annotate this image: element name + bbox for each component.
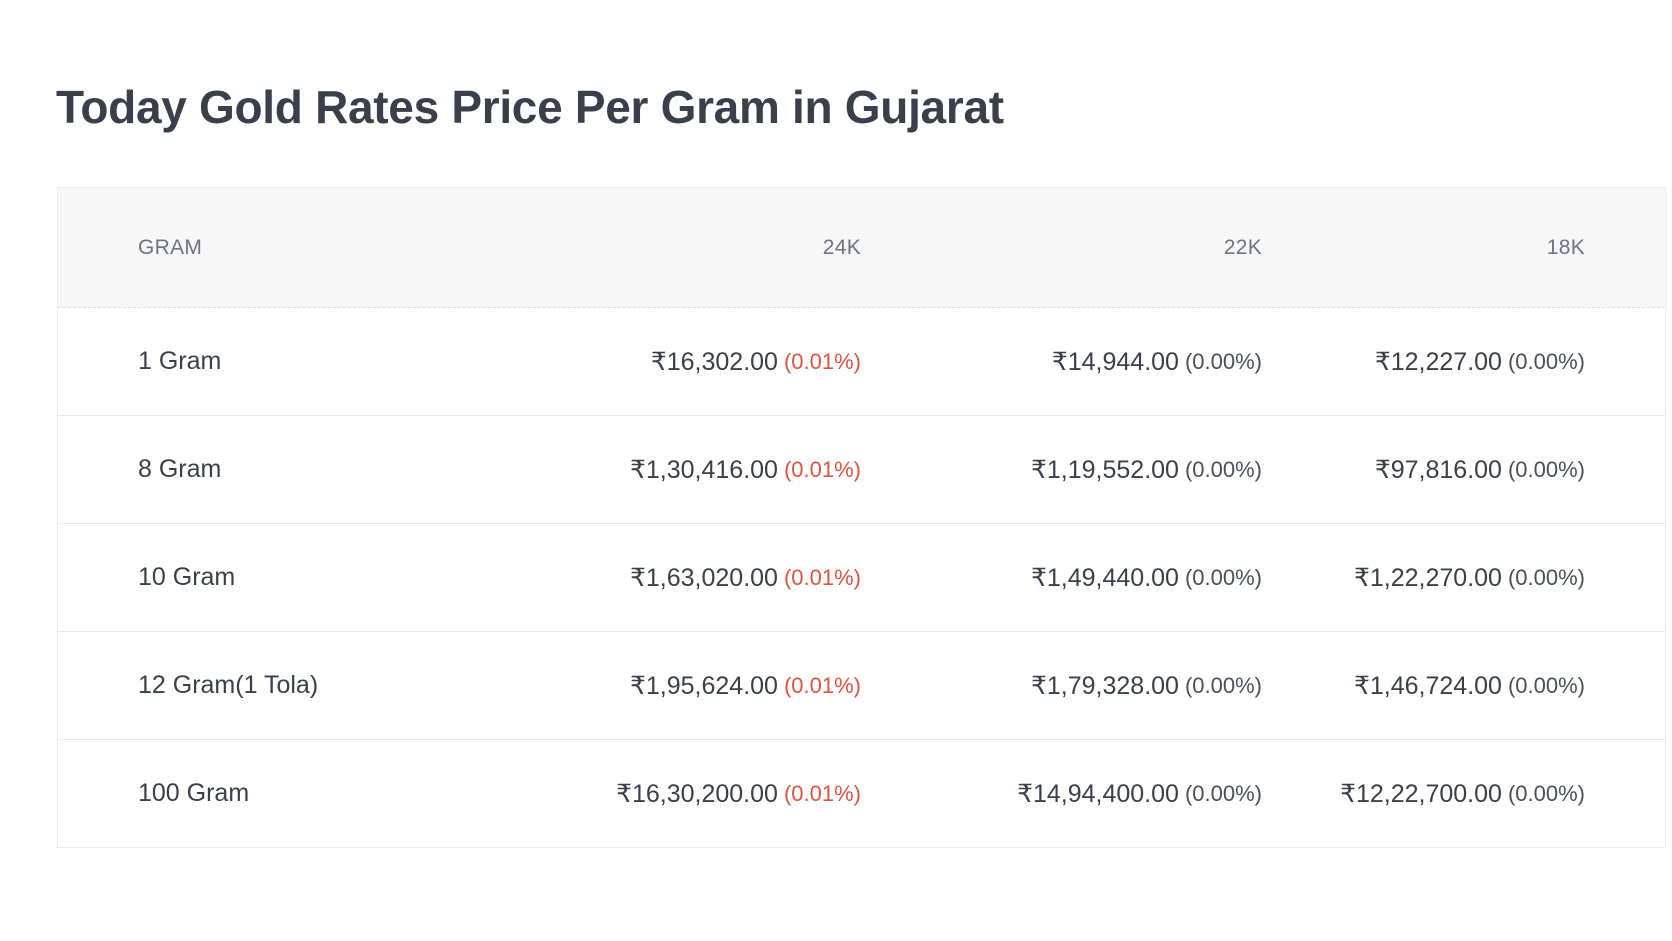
- price-change: (0.00%): [1507, 780, 1585, 806]
- price-change: (0.00%): [1184, 564, 1262, 590]
- price-value: ₹1,79,328.00: [1030, 671, 1179, 700]
- table-row: 1 Gram ₹16,302.00 (0.01%) ₹14,944.00 (0.…: [58, 308, 1665, 415]
- price-cell-24k: ₹1,63,020.00 (0.01%): [630, 524, 861, 631]
- gold-rates-table: GRAM 24K 22K 18K 1 Gram ₹16,302.00 (0.01…: [57, 187, 1666, 848]
- table-row: 12 Gram(1 Tola) ₹1,95,624.00 (0.01%) ₹1,…: [58, 631, 1665, 739]
- price-cell-22k: ₹14,944.00 (0.00%): [1052, 308, 1262, 415]
- price-cell-24k: ₹1,95,624.00 (0.01%): [630, 632, 861, 739]
- price-value: ₹12,227.00: [1374, 347, 1502, 376]
- table-row: 10 Gram ₹1,63,020.00 (0.01%) ₹1,49,440.0…: [58, 523, 1665, 631]
- price-value: ₹16,30,200.00: [616, 779, 778, 808]
- price-cell-22k: ₹1,79,328.00 (0.00%): [1031, 632, 1262, 739]
- price-change: (0.00%): [1184, 456, 1262, 482]
- price-change: (0.00%): [1184, 348, 1262, 374]
- table-row: 8 Gram ₹1,30,416.00 (0.01%) ₹1,19,552.00…: [58, 415, 1665, 523]
- price-value: ₹16,302.00: [650, 347, 778, 376]
- price-value: ₹97,816.00: [1374, 455, 1502, 484]
- price-change: (0.01%): [783, 672, 861, 698]
- price-cell-18k: ₹1,46,724.00 (0.00%): [1354, 632, 1585, 739]
- price-value: ₹1,22,270.00: [1353, 563, 1502, 592]
- price-value: ₹1,49,440.00: [1030, 563, 1179, 592]
- price-change: (0.00%): [1507, 456, 1585, 482]
- column-header-24k: 24K: [822, 235, 861, 259]
- price-change: (0.01%): [783, 564, 861, 590]
- price-change: (0.00%): [1507, 564, 1585, 590]
- gram-cell: 8 Gram: [138, 455, 222, 483]
- price-cell-18k: ₹97,816.00 (0.00%): [1375, 416, 1585, 523]
- gram-cell: 10 Gram: [138, 563, 236, 591]
- gram-cell: 100 Gram: [138, 779, 250, 807]
- gram-cell: 1 Gram: [138, 347, 222, 375]
- price-change: (0.01%): [783, 456, 861, 482]
- price-cell-22k: ₹1,19,552.00 (0.00%): [1031, 416, 1262, 523]
- price-cell-24k: ₹16,302.00 (0.01%): [651, 308, 861, 415]
- price-change: (0.00%): [1184, 672, 1262, 698]
- price-cell-22k: ₹1,49,440.00 (0.00%): [1031, 524, 1262, 631]
- price-value: ₹1,19,552.00: [1030, 455, 1179, 484]
- table-header-row: GRAM 24K 22K 18K: [58, 188, 1665, 308]
- price-value: ₹1,63,020.00: [629, 563, 778, 592]
- price-change: (0.00%): [1507, 348, 1585, 374]
- price-cell-24k: ₹1,30,416.00 (0.01%): [630, 416, 861, 523]
- price-change: (0.00%): [1184, 780, 1262, 806]
- price-cell-18k: ₹1,22,270.00 (0.00%): [1354, 524, 1585, 631]
- price-change: (0.01%): [783, 348, 861, 374]
- price-value: ₹14,94,400.00: [1017, 779, 1179, 808]
- column-header-18k: 18K: [1546, 235, 1585, 259]
- price-cell-18k: ₹12,22,700.00 (0.00%): [1340, 740, 1585, 847]
- column-header-22k: 22K: [1223, 235, 1262, 259]
- price-cell-22k: ₹14,94,400.00 (0.00%): [1017, 740, 1262, 847]
- price-value: ₹1,95,624.00: [629, 671, 778, 700]
- price-value: ₹1,30,416.00: [629, 455, 778, 484]
- price-change: (0.01%): [783, 780, 861, 806]
- price-value: ₹14,944.00: [1051, 347, 1179, 376]
- page-title: Today Gold Rates Price Per Gram in Gujar…: [56, 81, 1004, 133]
- column-header-gram: GRAM: [138, 235, 203, 259]
- gram-cell: 12 Gram(1 Tola): [138, 671, 319, 699]
- table-row: 100 Gram ₹16,30,200.00 (0.01%) ₹14,94,40…: [58, 739, 1665, 847]
- price-change: (0.00%): [1507, 672, 1585, 698]
- price-cell-18k: ₹12,227.00 (0.00%): [1375, 308, 1585, 415]
- price-value: ₹1,46,724.00: [1353, 671, 1502, 700]
- price-cell-24k: ₹16,30,200.00 (0.01%): [616, 740, 861, 847]
- price-value: ₹12,22,700.00: [1340, 779, 1502, 808]
